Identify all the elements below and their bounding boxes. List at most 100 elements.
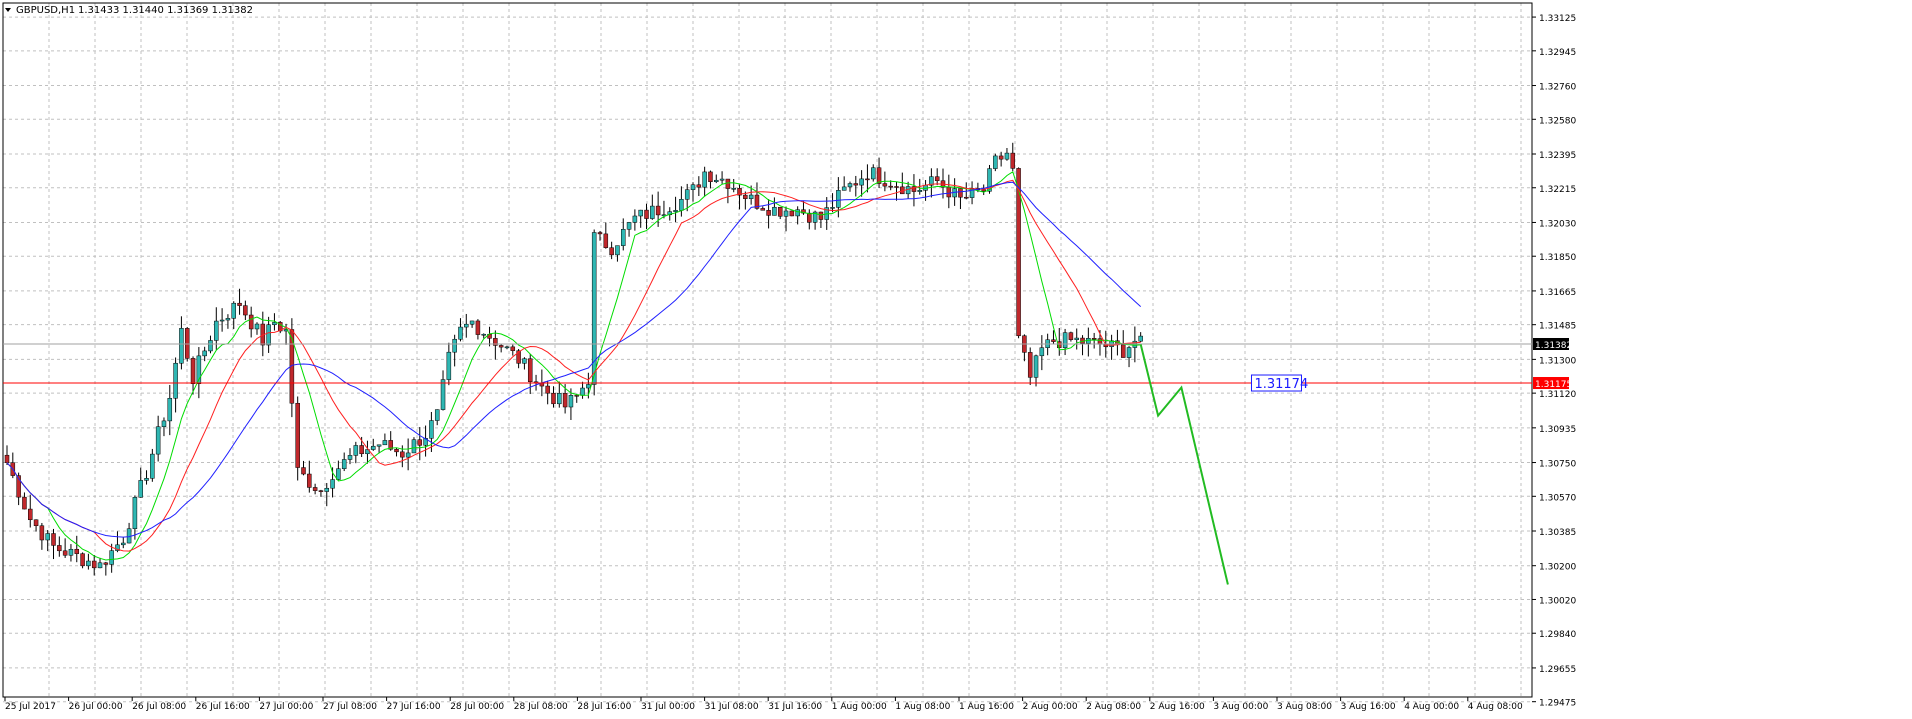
candle-bull xyxy=(557,393,562,405)
candle-bear xyxy=(545,385,550,394)
y-tick-label: 1.32580 xyxy=(1539,116,1576,126)
candle-bull xyxy=(591,232,597,385)
candle-bear xyxy=(1091,338,1097,340)
candle-bear xyxy=(696,184,702,188)
candle-bear xyxy=(766,210,771,216)
candle-bull xyxy=(987,168,992,192)
candle-bull xyxy=(446,351,452,380)
candle-bear xyxy=(28,508,33,521)
candle-bull xyxy=(1074,337,1079,340)
ma-fast-line xyxy=(6,171,1141,561)
ohlc-readout: 1.31433 1.31440 1.31369 1.31382 xyxy=(78,5,253,16)
candle-bull xyxy=(690,184,696,190)
support-label: 1.31174 xyxy=(1254,377,1308,392)
candle-bear xyxy=(609,247,614,256)
candle-bull xyxy=(405,452,411,458)
candle-bear xyxy=(4,454,10,463)
candle-bear xyxy=(743,194,748,199)
candle-bear xyxy=(1097,338,1103,345)
candle-bear xyxy=(981,189,986,192)
candle-bull xyxy=(504,346,510,349)
current-price-badge xyxy=(1533,337,1569,350)
support-label-box xyxy=(1250,374,1302,392)
candle-bear xyxy=(248,314,254,330)
candle-bull xyxy=(917,190,922,192)
candle-bear xyxy=(394,449,399,453)
candle-bull xyxy=(179,328,184,364)
candle-bull xyxy=(423,438,428,446)
ma-slow-line xyxy=(6,181,1142,538)
candle-bear xyxy=(760,208,766,211)
candle-bear xyxy=(708,171,713,182)
candle-bull xyxy=(772,206,777,216)
x-tick-label: 4 Aug 08:00 xyxy=(1468,702,1523,712)
candle-bear xyxy=(911,186,917,192)
candle-bull xyxy=(429,420,434,439)
candle-bear xyxy=(597,232,603,235)
candle-bull xyxy=(1126,347,1132,358)
candle-bull xyxy=(481,333,486,336)
candle-bull xyxy=(650,205,655,219)
candle-bull xyxy=(266,324,271,346)
candle-bear xyxy=(510,346,516,351)
y-tick-label: 1.31665 xyxy=(1539,288,1576,298)
candle-bull xyxy=(522,358,527,364)
candle-bear xyxy=(527,358,533,383)
candle-bull xyxy=(870,167,876,180)
candle-bear xyxy=(964,196,969,199)
x-tick-label: 2 Aug 00:00 xyxy=(1023,702,1078,712)
candle-bull xyxy=(1033,355,1039,378)
y-tick-label: 1.30020 xyxy=(1539,596,1576,606)
y-tick-label: 1.32215 xyxy=(1539,185,1576,195)
candle-bull xyxy=(812,211,818,223)
candle-bull xyxy=(714,179,719,182)
candle-bull xyxy=(341,459,347,469)
y-tick-label: 1.31485 xyxy=(1539,322,1576,332)
candle-bull xyxy=(568,395,574,408)
candle-bear xyxy=(946,186,952,198)
candle-bull xyxy=(324,487,330,492)
y-tick-label: 1.31120 xyxy=(1539,390,1576,400)
candle-bear xyxy=(318,490,324,492)
y-tick-label: 1.30570 xyxy=(1539,493,1576,503)
candle-bull xyxy=(219,319,225,322)
candle-bull xyxy=(452,338,457,353)
x-tick-label: 2 Aug 16:00 xyxy=(1150,702,1205,712)
x-tick-label: 28 Jul 00:00 xyxy=(450,702,504,712)
candle-bull xyxy=(434,409,440,421)
x-tick-label: 27 Jul 08:00 xyxy=(323,702,377,712)
candle-bear xyxy=(16,475,21,498)
x-tick-label: 3 Aug 16:00 xyxy=(1341,702,1396,712)
current-price-value: 1.31382 xyxy=(1535,341,1572,351)
candle-bull xyxy=(748,194,754,199)
candle-bear xyxy=(1010,152,1016,169)
candle-bull xyxy=(347,455,353,460)
candle-bull xyxy=(638,209,643,217)
symbol-label: GBPUSD,H1 xyxy=(16,5,75,16)
candle-bull xyxy=(719,178,725,181)
x-tick-label: 27 Jul 16:00 xyxy=(387,702,441,712)
candle-bull xyxy=(353,445,359,456)
x-tick-label: 3 Aug 00:00 xyxy=(1213,702,1268,712)
candle-bear xyxy=(103,562,109,565)
candle-bear xyxy=(388,440,393,450)
y-tick-label: 1.29475 xyxy=(1539,699,1576,709)
x-tick-label: 25 Jul 2017 xyxy=(5,702,56,712)
candle-bear xyxy=(725,178,731,189)
candle-bull xyxy=(138,480,143,498)
candle-bull xyxy=(150,453,155,479)
candle-bull xyxy=(580,387,585,396)
candle-bear xyxy=(80,553,85,567)
x-tick-label: 31 Jul 00:00 xyxy=(641,702,695,712)
chevron-down-icon[interactable] xyxy=(5,8,11,12)
candle-bear xyxy=(301,467,306,475)
candle-bear xyxy=(801,209,806,214)
candle-bear xyxy=(551,392,556,405)
x-tick-label: 26 Jul 08:00 xyxy=(132,702,186,712)
y-tick-label: 1.32030 xyxy=(1539,219,1576,229)
candle-bear xyxy=(22,496,27,510)
x-tick-label: 4 Aug 00:00 xyxy=(1404,702,1459,712)
